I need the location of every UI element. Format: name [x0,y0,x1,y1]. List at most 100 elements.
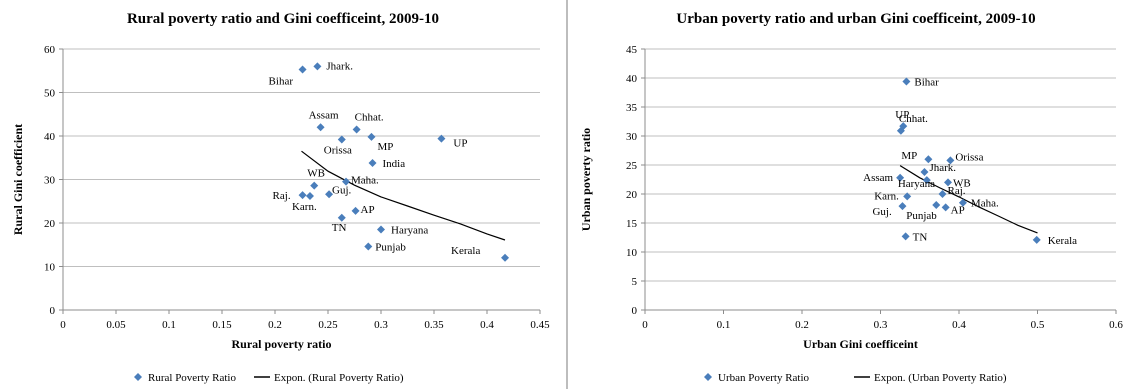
data-point [1032,235,1041,244]
y-tick-label: 40 [44,131,56,143]
data-point [898,202,907,211]
data-label: Bihar [269,75,294,87]
y-tick-label: 30 [44,175,56,187]
x-tick-label: 0.1 [162,319,176,331]
x-tick-label: 0.5 [1031,319,1045,331]
y-tick-label: 30 [626,131,638,143]
legend-label: Expon. (Rural Poverty Ratio) [274,372,404,384]
data-point [313,62,322,71]
legend-marker-icon [134,373,142,381]
data-point [368,158,377,167]
data-label: Jhark. [326,60,353,72]
data-label: Guj. [872,206,892,218]
data-point [501,253,510,262]
data-point [316,123,325,132]
data-point [946,156,955,165]
data-point [932,201,941,210]
data-point [958,198,967,207]
data-label: Jhark. [929,162,956,174]
data-label: Chhat. [355,111,384,123]
x-tick-label: 0.1 [717,319,731,331]
x-tick-label: 0.6 [1109,319,1123,331]
data-label: Raj. [948,185,966,197]
x-tick-label: 0.25 [318,319,338,331]
x-tick-label: 0 [60,319,66,331]
y-tick-label: 20 [44,218,56,230]
data-label: WB [953,177,971,189]
y-tick-label: 45 [626,44,638,56]
x-tick-label: 0.45 [530,319,550,331]
x-tick-label: 0.4 [952,319,966,331]
data-point [902,77,911,86]
data-point [325,190,334,199]
data-label: India [383,158,406,170]
y-tick-label: 0 [632,305,638,317]
y-tick-label: 0 [50,305,56,317]
legend-label: Urban Poverty Ratio [718,372,810,384]
x-tick-label: 0.15 [212,319,232,331]
y-tick-label: 35 [626,102,638,114]
y-tick-label: 15 [626,218,638,230]
urban-chart-panel: Urban poverty ratio and urban Gini coeff… [567,0,1143,389]
y-axis-title: Rural Gini coefficient [11,124,25,235]
data-label: Bihar [914,76,939,88]
data-point [337,135,346,144]
data-label: Haryana [391,225,428,237]
data-label: Kerala [1048,235,1077,247]
y-axis-title: Urban poverty ratio [579,128,593,231]
y-tick-label: 25 [626,160,638,172]
data-label: TN [332,222,347,234]
y-tick-label: 10 [626,247,638,259]
data-point [938,190,947,198]
data-label: Kerala [451,245,480,257]
data-label: Assam [309,109,339,121]
data-label: Haryana [898,178,935,190]
data-label: Orissa [955,151,983,163]
x-tick-label: 0.3 [874,319,888,331]
data-point [901,232,910,241]
data-label: Karn. [874,190,899,202]
x-tick-label: 0.4 [480,319,494,331]
trendline [899,165,1038,234]
y-tick-label: 50 [44,88,56,100]
data-label: Maha. [351,175,379,187]
trendline [301,150,506,241]
data-point [364,242,373,251]
y-tick-label: 60 [44,44,56,56]
data-label: Karn. [292,201,317,213]
data-label: MP [377,141,393,153]
data-label: Punjab [375,241,406,253]
rural-chart: Rural poverty ratio and Gini coefficeint… [11,11,550,384]
legend-label: Expon. (Urban Poverty Ratio) [874,372,1007,384]
data-point [924,155,933,164]
x-axis-title: Urban Gini coefficeint [803,337,918,351]
y-tick-label: 20 [626,189,638,201]
rural-chart-panel: Rural poverty ratio and Gini coefficeint… [0,0,567,389]
y-tick-label: 40 [626,73,638,85]
data-label: MP [901,150,917,162]
data-point [903,192,912,201]
data-point [922,176,931,185]
data-label: Punjab [906,210,937,222]
data-point [337,213,346,222]
legend-marker-icon [704,373,712,381]
data-point [351,206,360,215]
data-label: Chhat. [899,113,928,125]
x-tick-label: 0 [642,319,648,331]
data-point [920,167,929,176]
chart-title: Rural poverty ratio and Gini coefficeint… [127,11,439,27]
x-tick-label: 0.05 [106,319,126,331]
x-axis-title: Rural poverty ratio [232,337,332,351]
data-point [896,173,905,182]
data-point [377,225,385,234]
data-point [310,181,319,190]
y-tick-label: 5 [632,276,638,288]
x-tick-label: 0.35 [424,319,444,331]
data-point [352,125,361,134]
data-point [367,132,376,141]
data-label: UP [453,138,467,150]
data-label: AP [361,204,375,216]
data-label: Assam [863,172,893,184]
data-label: Maha. [971,198,999,210]
data-label: Guj. [332,184,352,196]
